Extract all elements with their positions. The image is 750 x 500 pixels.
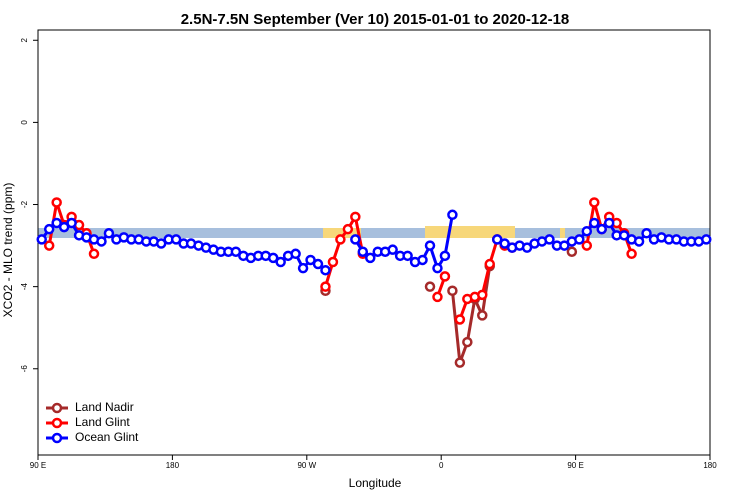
data-point [641, 228, 652, 239]
legend-label: Ocean Glint [75, 430, 139, 444]
data-point [618, 230, 630, 241]
x-tick-label: 180 [166, 461, 180, 470]
data-point [424, 240, 436, 251]
data-point [581, 240, 593, 251]
y-tick-label: 0 [20, 120, 29, 125]
land-band [560, 228, 565, 238]
data-point [596, 223, 607, 235]
data-point [320, 264, 331, 276]
data-point [439, 271, 451, 282]
data-point [43, 223, 55, 235]
data-point [521, 242, 533, 253]
data-point [432, 291, 443, 303]
land-band [323, 228, 361, 238]
data-point [230, 246, 242, 257]
legend-marker [51, 417, 63, 429]
data-point [365, 252, 376, 264]
data-point [43, 240, 55, 251]
series-line [47, 201, 634, 321]
data-point [491, 234, 503, 245]
data-point [432, 262, 443, 274]
x-tick-label: 90 E [567, 461, 583, 470]
legend-label: Land Glint [75, 415, 130, 429]
data-point [275, 256, 286, 268]
data-point [417, 254, 428, 266]
legend-label: Land Nadir [75, 400, 134, 414]
data-point [155, 238, 167, 249]
data-point [66, 217, 77, 229]
x-tick-label: 90 W [297, 461, 316, 470]
data-point [447, 209, 458, 221]
data-point [290, 248, 301, 260]
legend-marker [51, 402, 63, 414]
data-point [170, 234, 182, 245]
data-point [103, 228, 115, 239]
y-tick-label: -4 [20, 283, 29, 291]
data-point [701, 234, 712, 245]
data-point [327, 256, 339, 268]
data-point [96, 236, 107, 247]
data-point [335, 234, 346, 245]
data-point [51, 197, 62, 208]
data-point [387, 244, 398, 255]
data-point [357, 246, 369, 257]
data-point [477, 289, 488, 301]
data-point [454, 314, 466, 325]
data-point [477, 310, 488, 321]
data-point [559, 240, 570, 251]
y-tick-label: -6 [20, 365, 29, 373]
data-point [454, 357, 466, 368]
data-point [462, 336, 473, 348]
land-band [425, 226, 515, 238]
y-axis-label: XCO2 - MLO trend (ppm) [1, 183, 15, 318]
data-point [350, 234, 361, 245]
legend-marker [51, 432, 63, 444]
data-point [499, 238, 510, 249]
data-point [267, 252, 279, 264]
data-point [51, 217, 62, 229]
data-point [320, 281, 331, 292]
data-point [603, 217, 615, 229]
data-point [342, 223, 354, 235]
data-point [305, 254, 316, 266]
chart-title: 2.5N-7.5N September (Ver 10) 2015-01-01 … [181, 11, 570, 28]
x-tick-label: 0 [439, 461, 444, 470]
data-point [58, 221, 70, 233]
x-tick-label: 180 [703, 461, 717, 470]
data-point [402, 250, 413, 262]
data-point [439, 250, 451, 262]
y-tick-label: 2 [20, 37, 29, 42]
x-axis-label: Longitude [349, 476, 402, 490]
data-point [484, 258, 495, 270]
data-point [88, 248, 100, 260]
y-tick-label: -2 [20, 200, 29, 208]
data-point [589, 197, 600, 208]
data-point [297, 262, 309, 274]
data-point [566, 246, 578, 257]
data-point [633, 236, 645, 247]
data-point [424, 281, 436, 292]
data-point [581, 225, 593, 237]
data-point [350, 211, 361, 223]
data-point [447, 285, 458, 296]
data-point [589, 217, 600, 229]
data-point [544, 234, 555, 245]
x-tick-label: 90 E [30, 461, 46, 470]
ocean-band [38, 228, 710, 238]
data-point [626, 248, 637, 260]
data-point [36, 234, 47, 245]
data-point [312, 258, 324, 270]
data-point [574, 234, 585, 245]
